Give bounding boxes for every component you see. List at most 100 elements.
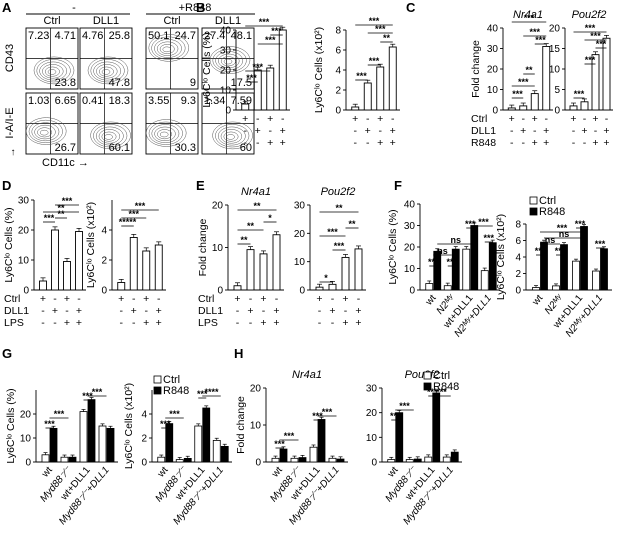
y-axis-label: Fold change — [470, 40, 482, 98]
contour-line — [159, 44, 175, 54]
condition-sign: + — [260, 293, 266, 305]
contour-line — [209, 46, 251, 74]
condition-label: DLL1 — [471, 125, 496, 137]
bar — [51, 229, 59, 291]
condition-label: DLL1 — [4, 305, 29, 317]
quadrant-value: 23.8 — [55, 77, 76, 89]
significance-label: *** — [62, 196, 73, 206]
bar-r848 — [580, 226, 588, 291]
contour-line — [212, 48, 247, 72]
y-tick-label: 5 — [554, 85, 560, 96]
contour-line — [37, 127, 53, 138]
quadrant-value: 30.3 — [175, 142, 196, 154]
y-tick-label: 30 — [366, 384, 378, 395]
bar-ctrl — [79, 411, 88, 463]
bar-r848 — [600, 248, 608, 291]
bar-ctrl — [592, 270, 600, 291]
bar-r848 — [413, 458, 422, 463]
contour-line — [148, 121, 183, 145]
contour-line — [223, 58, 233, 65]
bar-r848 — [202, 407, 211, 463]
condition-sign: + — [390, 137, 396, 149]
y-tick-label: 20 — [20, 410, 32, 421]
significance-label: *** — [54, 409, 65, 419]
bar-r848 — [68, 456, 77, 463]
bar-ctrl — [532, 287, 540, 291]
condition-sign: + — [316, 293, 322, 305]
quadrant-value: 1.34 — [204, 95, 225, 107]
legend-swatch-ctrl — [423, 371, 432, 380]
y-tick-label: 2 — [335, 86, 341, 97]
condition-sign: + — [156, 305, 162, 317]
significance-label: *** — [574, 89, 585, 99]
bar — [142, 250, 151, 291]
bar — [129, 237, 138, 291]
condition-sign: + — [329, 305, 335, 317]
significance-label: *** — [274, 439, 285, 449]
condition-sign: + — [352, 113, 358, 125]
significance-label: ** — [247, 221, 255, 231]
contour-line — [156, 41, 179, 56]
significance-label: *** — [535, 35, 546, 45]
bar-ctrl — [212, 439, 221, 463]
significance-label: ** — [57, 209, 65, 219]
significance-label: * — [268, 213, 272, 223]
contour-line — [104, 134, 113, 140]
contour-line — [25, 117, 67, 145]
column-label: DLL1 — [93, 15, 119, 27]
significance-label: *** — [375, 24, 386, 34]
legend-swatch-r848 — [529, 207, 538, 216]
bar — [278, 29, 287, 111]
contour-line — [44, 66, 60, 77]
condition-sign: - — [249, 293, 253, 305]
bar-ctrl — [157, 456, 166, 463]
bar-ctrl — [462, 248, 471, 291]
quadrant-value: 60.1 — [109, 142, 130, 154]
contour-line — [154, 39, 182, 58]
bar — [354, 248, 363, 291]
y-tick-label: 2 — [141, 434, 147, 445]
condition-sign: - — [318, 305, 322, 317]
condition-sign: - — [132, 317, 136, 329]
category-label: wt — [39, 465, 55, 481]
condition-sign: + — [543, 125, 549, 137]
y-axis-label: Ly6Cˡᵒ Cells (%) — [387, 209, 399, 284]
significance-label: ns — [545, 235, 556, 245]
quadrant-value: 3.55 — [148, 95, 169, 107]
bar-ctrl — [387, 459, 396, 463]
legend-label: Ctrl — [163, 374, 180, 386]
y-tick-label: 20 — [220, 66, 232, 77]
contour-line — [93, 61, 122, 81]
significance-label: *** — [524, 13, 535, 23]
legend-swatch-ctrl — [529, 196, 538, 205]
condition-sign: + — [76, 305, 82, 317]
condition-sign: + — [532, 137, 538, 149]
bar-ctrl — [41, 454, 50, 463]
condition-label: LPS — [198, 317, 218, 329]
bar — [519, 105, 528, 111]
bar — [272, 234, 281, 291]
significance-label: *** — [44, 419, 55, 429]
bar-r848 — [106, 427, 115, 463]
significance-label: ns — [437, 246, 448, 256]
significance-label: *** — [334, 241, 345, 251]
significance-label: *** — [246, 73, 257, 83]
y-tick-label: 10 — [220, 86, 232, 97]
condition-label: Ctrl — [198, 293, 214, 305]
condition-sign: + — [355, 317, 361, 329]
contour-line — [31, 122, 60, 142]
y-tick-label: 15 — [549, 44, 561, 55]
condition-sign: - — [236, 317, 240, 329]
condition-sign: + — [255, 125, 261, 137]
y-tick-label: 20 — [487, 65, 499, 76]
condition-sign: - — [53, 293, 57, 305]
condition-sign: + — [242, 113, 248, 125]
panel-letter: F — [394, 178, 402, 193]
condition-sign: - — [366, 137, 370, 149]
condition-sign: + — [52, 305, 58, 317]
condition-sign: + — [273, 317, 279, 329]
y-tick-label: 0 — [23, 286, 29, 297]
y-axis-label: Ly6Cˡᵒ Cells (x10²) — [313, 27, 325, 113]
condition-sign: + — [267, 113, 273, 125]
condition-sign: - — [145, 305, 149, 317]
